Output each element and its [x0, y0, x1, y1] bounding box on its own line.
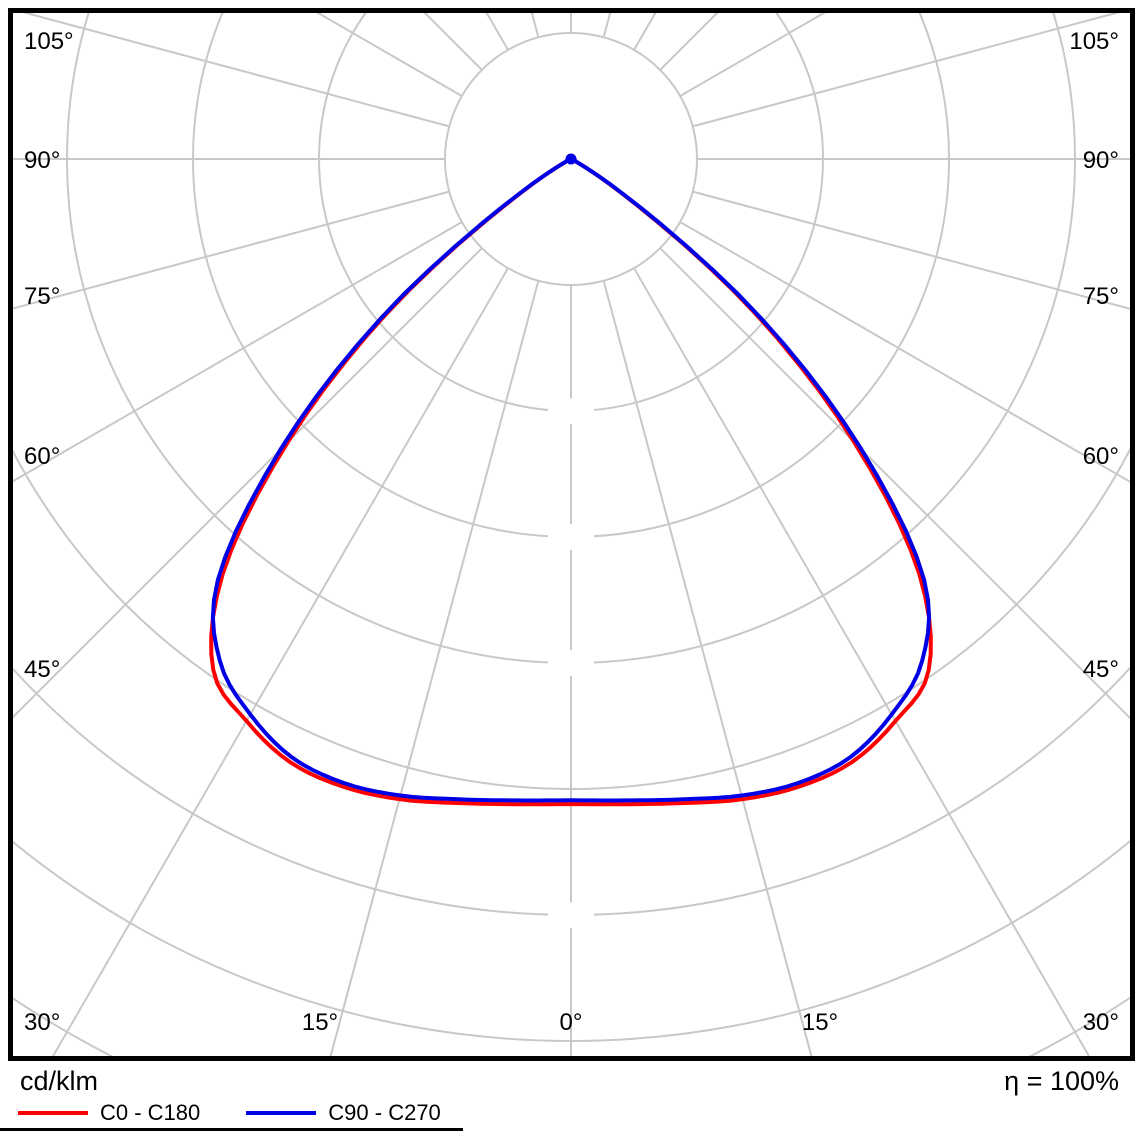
unit-label: cd/klm: [20, 1066, 99, 1096]
angle-tick-label: 90°: [24, 147, 60, 174]
angle-tick-label: 45°: [1083, 656, 1119, 683]
grid-radial-line: [633, 13, 657, 51]
grid-radial-line: [602, 280, 813, 1056]
legend-item-c90-c270: C90 - C270: [246, 1100, 441, 1126]
grid-radial-line: [22, 13, 450, 128]
angle-tick-label: 30°: [1083, 1009, 1119, 1036]
grid-radial-line: [692, 190, 1130, 310]
curve-C90-C270: [210, 157, 932, 803]
legend-swatch-c0-c180: [18, 1111, 88, 1115]
angle-tick-label: 0°: [560, 1009, 583, 1036]
legend-label-c0-c180: C0 - C180: [100, 1100, 201, 1125]
chart-svg: 105° 90° 75° 60° 45° 30° 105° 90° 75° 60° 45° 30° 15…: [8, 8, 1135, 1061]
angle-tick-label: 105°: [1069, 28, 1119, 55]
grid-radial-line: [13, 190, 450, 310]
efficiency-label: η = 100%: [1004, 1066, 1119, 1096]
angle-tick-label: 75°: [1083, 283, 1119, 310]
angle-tick-label: 60°: [24, 443, 60, 470]
grid-radial-line: [13, 247, 483, 719]
grid-radial-line: [329, 280, 540, 1056]
ring-value-box: [548, 524, 594, 550]
grid-radial-line: [13, 221, 463, 483]
grid-radial-line: [51, 267, 509, 1056]
angle-tick-label: 90°: [1083, 147, 1119, 174]
chart-frame: [8, 8, 1135, 1061]
photometric-diagram: 105° 90° 75° 60° 45° 30° 105° 90° 75° 60° 45° 30° 15…: [0, 8, 1135, 1131]
legend-swatch-c90-c270: [246, 1111, 317, 1115]
legend: C0 - C180 C90 - C270: [18, 1100, 441, 1126]
grid-radial-line: [692, 13, 1120, 128]
legend-label-c90-c270: C90 - C270: [328, 1100, 441, 1125]
ring-value-box: [548, 650, 594, 676]
angle-tick-label: 60°: [1083, 443, 1119, 470]
angle-tick-label: 45°: [24, 656, 60, 683]
polar-grid: [13, 13, 1130, 1056]
angle-tick-label: 15°: [302, 1009, 338, 1036]
angle-tick-label: 30°: [24, 1009, 60, 1036]
divider-line: [0, 1128, 463, 1131]
ring-value-box: [548, 398, 594, 424]
grid-radial-line: [485, 13, 509, 51]
angle-tick-label: 15°: [802, 1009, 838, 1036]
legend-item-c0-c180: C0 - C180: [18, 1100, 200, 1126]
ring-value-box: [548, 902, 594, 928]
center-dot: [565, 153, 577, 165]
grid-radial-line: [679, 221, 1130, 483]
grid-radial-line: [633, 267, 1091, 1056]
grid-radial-line: [659, 247, 1130, 720]
angle-tick-label: 75°: [24, 283, 60, 310]
angle-tick-label: 105°: [24, 28, 74, 55]
